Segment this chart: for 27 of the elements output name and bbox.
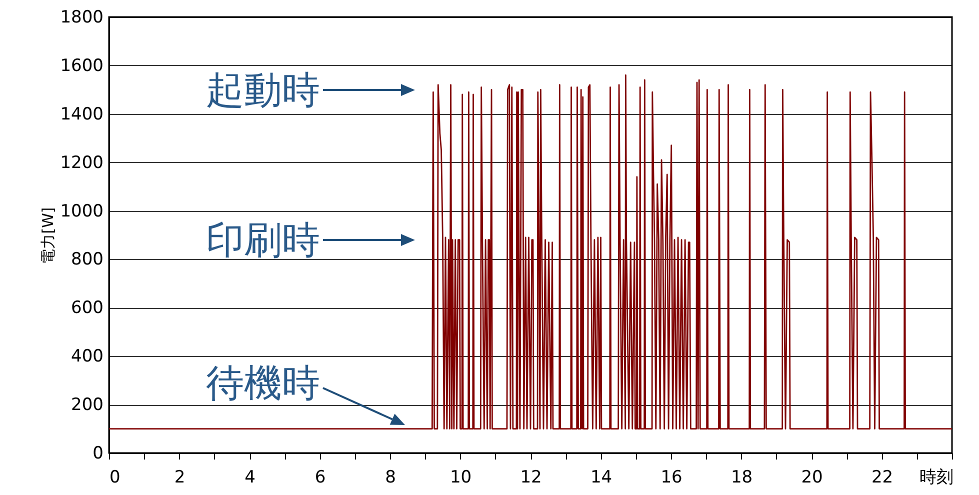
x-axis-title: 時刻: [920, 468, 954, 488]
annotation: 印刷時: [206, 218, 320, 262]
x-tick-label: 2: [174, 468, 186, 488]
y-tick-label: 600: [71, 298, 104, 318]
annotation: 待機時: [206, 361, 320, 405]
x-tick-label: 18: [730, 468, 753, 488]
x-tick-label: 20: [801, 468, 823, 488]
x-tick-label: 12: [520, 468, 542, 488]
y-tick-label: 1800: [60, 8, 104, 28]
y-tick-label: 1600: [60, 56, 104, 76]
x-tick-label: 14: [590, 468, 612, 488]
y-tick-label: 0: [92, 444, 104, 464]
y-tick-label: 800: [71, 250, 104, 270]
y-tick-label: 1400: [60, 104, 104, 124]
x-tick-label: 22: [871, 468, 894, 488]
y-tick-label: 400: [71, 346, 104, 367]
y-tick-label: 1000: [60, 201, 104, 222]
y-tick-label: 200: [71, 395, 104, 416]
x-tick-label: 6: [314, 468, 326, 488]
y-tick-label: 1200: [60, 152, 104, 173]
annotation: 起動時: [206, 68, 320, 112]
x-tick-label: 10: [450, 468, 472, 488]
x-tick-label: 16: [660, 468, 682, 488]
y-axis-title: 電力[W]: [39, 207, 58, 264]
x-tick-label: 8: [385, 468, 396, 488]
x-tick-label: 4: [244, 468, 256, 488]
x-tick-label: 0: [110, 468, 120, 488]
